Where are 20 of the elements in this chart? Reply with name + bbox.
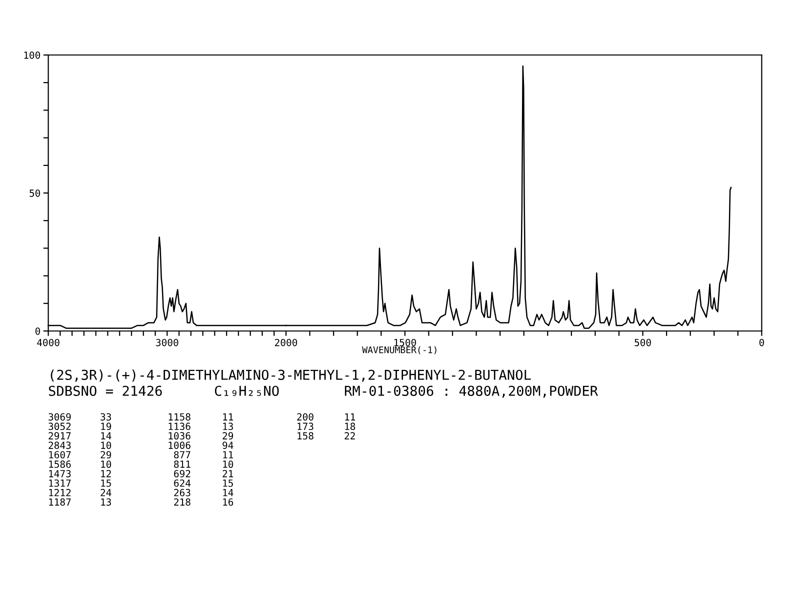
text: C₁₉H₂₅NO [214,386,279,396]
text: 33 19 14 10 29 10 12 15 24 13 [100,413,112,506]
x-tick-label: 4000 [37,338,60,346]
x-tick-label: 2000 [275,338,298,346]
y-tick-label: 0 [35,328,40,335]
x-tick-label: 500 [634,338,651,346]
x-tick-label: 3000 [156,338,178,346]
text: 1158 1136 1036 1006 877 811 692 624 263 218 [168,413,191,506]
text: 200 173 158 [297,413,314,440]
y-tick-label: 100 [24,52,40,59]
x-tick-label: 0 [759,338,764,346]
x-tick-label: 1500 [394,338,416,346]
text: SDBSNO = 21426 [48,386,162,396]
text: 11 18 22 [344,413,356,440]
text: 11 13 29 94 11 10 21 15 14 16 [222,413,234,506]
text: RM-01-03806 : 4880A,200M,POWDER [344,386,598,398]
text: 3069 3052 2917 2843 1607 1586 1473 1317 1212 1187 [48,413,71,506]
x-axis-title: WAVENUMBER(-1) [362,346,436,354]
text: (2S,3R)-(+)-4-DIMETHYLAMINO-3-METHYL-1,2-DIPHENYL-2-BUTANOL [50,369,531,382]
y-tick-label: 50 [30,190,40,197]
